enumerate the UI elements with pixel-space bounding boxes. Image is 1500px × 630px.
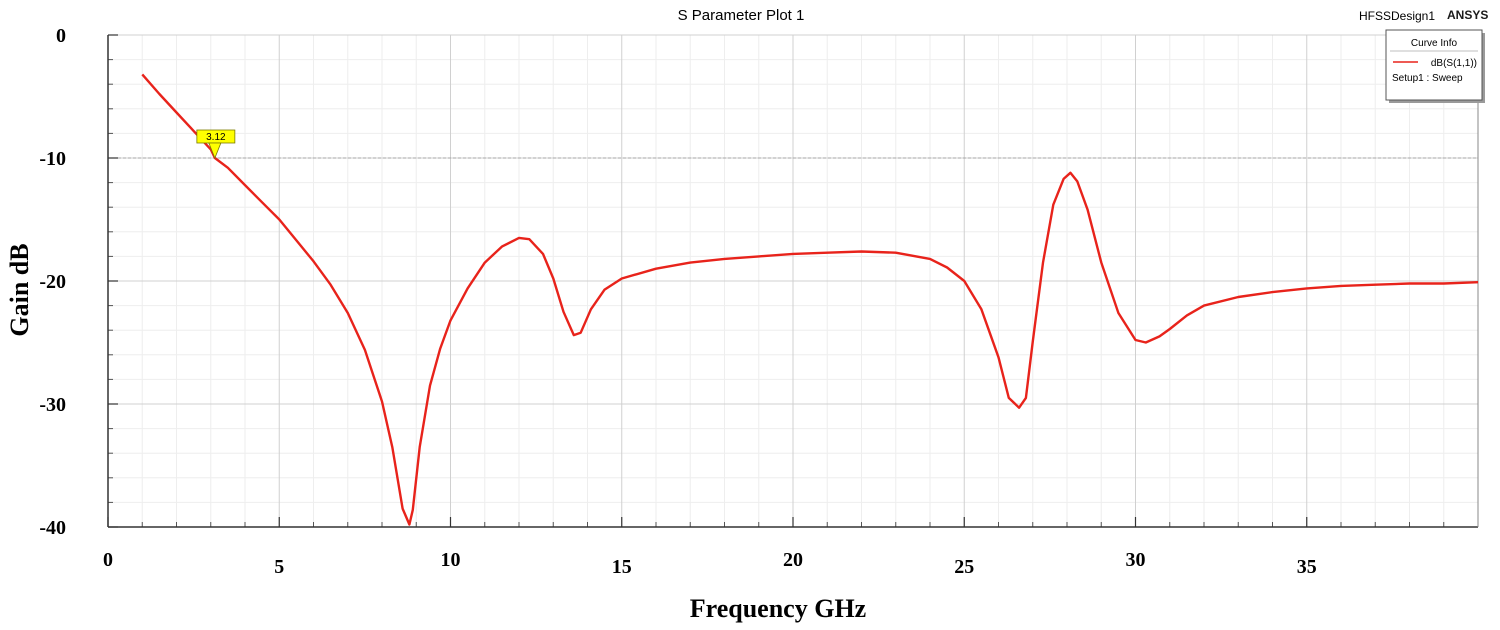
y-axis-label: Gain dB — [5, 243, 34, 336]
x-tick-label: 10 — [441, 549, 461, 571]
chart-title: S Parameter Plot 1 — [678, 7, 805, 24]
axes — [107, 34, 1479, 528]
legend[interactable]: Curve Info dB(S(1,1)) Setup1 : Sweep — [1385, 29, 1485, 103]
design-name-label: HFSSDesign1 — [1359, 9, 1435, 23]
marker-triangle-icon — [208, 142, 222, 160]
y-tick-labels: 0 -10 -20 -30 -40 — [39, 25, 66, 539]
x-tick-label: 15 — [612, 556, 632, 578]
x-axis-label: Frequency GHz — [690, 594, 866, 623]
legend-box — [1385, 29, 1483, 101]
legend-title: Curve Info — [1411, 38, 1458, 49]
series-line-s11 — [141, 73, 1479, 526]
marker-label: 3.12 — [206, 132, 226, 143]
x-tick-label: 5 — [274, 556, 284, 578]
legend-entry-label: dB(S(1,1)) — [1431, 58, 1477, 69]
marker[interactable]: 3.12 — [196, 129, 236, 160]
x-tick-label: 0 — [103, 549, 113, 571]
y-tick-label: 0 — [56, 25, 66, 47]
x-tick-label: 30 — [1126, 549, 1146, 571]
legend-entry-sublabel: Setup1 : Sweep — [1392, 73, 1463, 84]
y-tick-label: -40 — [39, 517, 66, 539]
x-tick-labels: 0 5 10 15 20 25 30 35 — [103, 549, 1317, 578]
x-tick-label: 35 — [1297, 556, 1317, 578]
x-tick-label: 25 — [954, 556, 974, 578]
y-tick-label: -20 — [39, 271, 66, 293]
x-tick-label: 20 — [783, 549, 803, 571]
y-tick-label: -10 — [39, 148, 66, 170]
y-tick-label: -30 — [39, 394, 66, 416]
brand-label: ANSYS — [1447, 8, 1488, 22]
